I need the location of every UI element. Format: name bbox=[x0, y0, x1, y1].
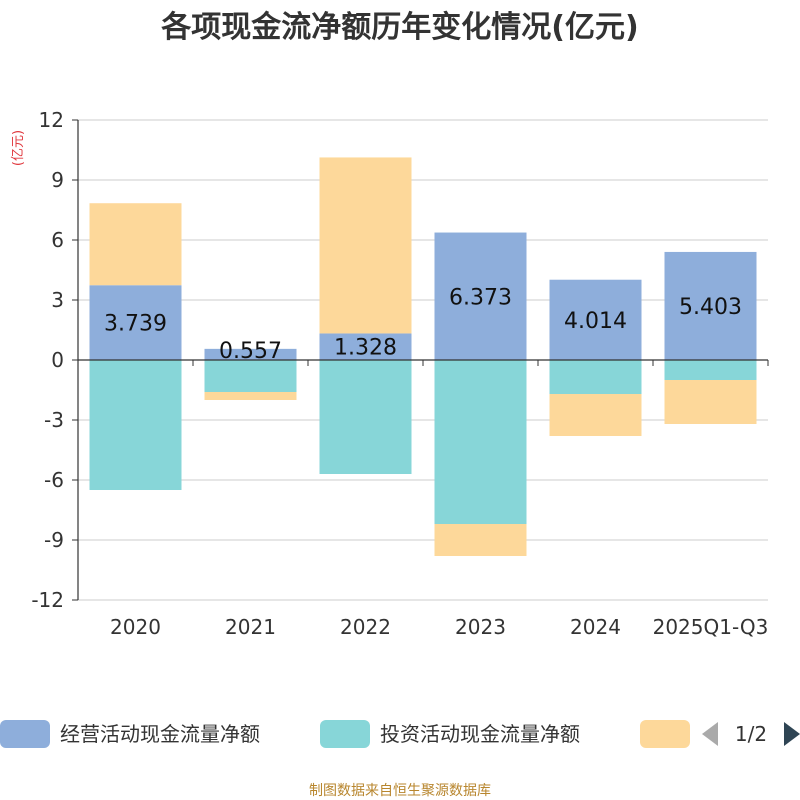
legend-swatch-1[interactable] bbox=[0, 720, 50, 748]
bar-2-2025Q1-Q3 bbox=[664, 360, 757, 380]
y-tick-label: 6 bbox=[51, 228, 64, 252]
y-tick-label: 12 bbox=[39, 108, 64, 132]
data-labels: 3.739 0.557 1.328 6.373 4.014 5.403 bbox=[104, 285, 742, 364]
y-tick-label: -9 bbox=[44, 528, 64, 552]
data-label: 1.328 bbox=[334, 336, 397, 361]
x-tick-label: 2023 bbox=[455, 615, 506, 639]
bar-2-2023 bbox=[434, 360, 527, 524]
chart-title: 各项现金流净额历年变化情况(亿元) bbox=[160, 10, 638, 45]
data-label: 0.557 bbox=[219, 339, 282, 364]
legend-page-indicator: 1/2 bbox=[735, 722, 767, 746]
legend-swatch-3[interactable] bbox=[640, 720, 690, 748]
data-label: 6.373 bbox=[449, 285, 512, 310]
source-note: 制图数据来自恒生聚源数据库 bbox=[309, 783, 491, 799]
axes bbox=[72, 119, 769, 601]
y-tick-labels: 12 9 6 3 0 -3 -6 -9 -12 bbox=[31, 108, 64, 612]
x-tick-label: 2020 bbox=[110, 615, 161, 639]
legend-label-1[interactable]: 经营活动现金流量净额 bbox=[60, 722, 260, 746]
x-tick-labels: 2020 2021 2022 2023 2024 2025Q1-Q3 bbox=[110, 615, 768, 639]
bar-3-2025Q1-Q3 bbox=[664, 380, 757, 424]
bar-3-2022 bbox=[319, 157, 412, 334]
legend-label-2[interactable]: 投资活动现金流量净额 bbox=[380, 722, 580, 746]
legend-swatch-2[interactable] bbox=[320, 720, 370, 748]
bar-1-2023 bbox=[434, 232, 527, 360]
y-tick-label: -12 bbox=[31, 588, 64, 612]
bar-2-2022 bbox=[319, 360, 412, 474]
bar-2-2021 bbox=[204, 360, 297, 392]
legend-next-icon[interactable] bbox=[784, 722, 800, 746]
x-tick-label: 2022 bbox=[340, 615, 391, 639]
data-label: 4.014 bbox=[564, 309, 627, 334]
bar-1-2022 bbox=[319, 333, 412, 360]
bar-2-2024 bbox=[549, 360, 642, 394]
y-tick-label: 3 bbox=[51, 288, 64, 312]
x-tick-label: 2025Q1-Q3 bbox=[653, 615, 769, 639]
bar-1-2021 bbox=[204, 348, 297, 360]
bar-3-2023 bbox=[434, 524, 527, 556]
legend-prev-icon[interactable] bbox=[702, 722, 718, 746]
bar-3-2024 bbox=[549, 394, 642, 436]
bar-2-2020 bbox=[89, 360, 182, 490]
bar-1-2024 bbox=[549, 279, 642, 360]
y-axis-unit: (亿元) bbox=[11, 130, 26, 166]
bars bbox=[89, 157, 757, 556]
data-label: 5.403 bbox=[679, 295, 742, 320]
bar-1-2020 bbox=[89, 285, 182, 360]
y-tick-label: -3 bbox=[44, 408, 64, 432]
y-tick-label: 0 bbox=[51, 348, 64, 372]
bar-1-2025Q1-Q3 bbox=[664, 251, 757, 360]
y-tick-label: -6 bbox=[44, 468, 64, 492]
x-tick-label: 2024 bbox=[570, 615, 621, 639]
data-label: 3.739 bbox=[104, 312, 167, 337]
bar-3-2021 bbox=[204, 392, 297, 400]
y-tick-label: 9 bbox=[51, 168, 64, 192]
bar-3-2020 bbox=[89, 203, 182, 286]
legend: 经营活动现金流量净额 投资活动现金流量净额 1/2 bbox=[0, 720, 800, 748]
x-tick-label: 2021 bbox=[225, 615, 276, 639]
